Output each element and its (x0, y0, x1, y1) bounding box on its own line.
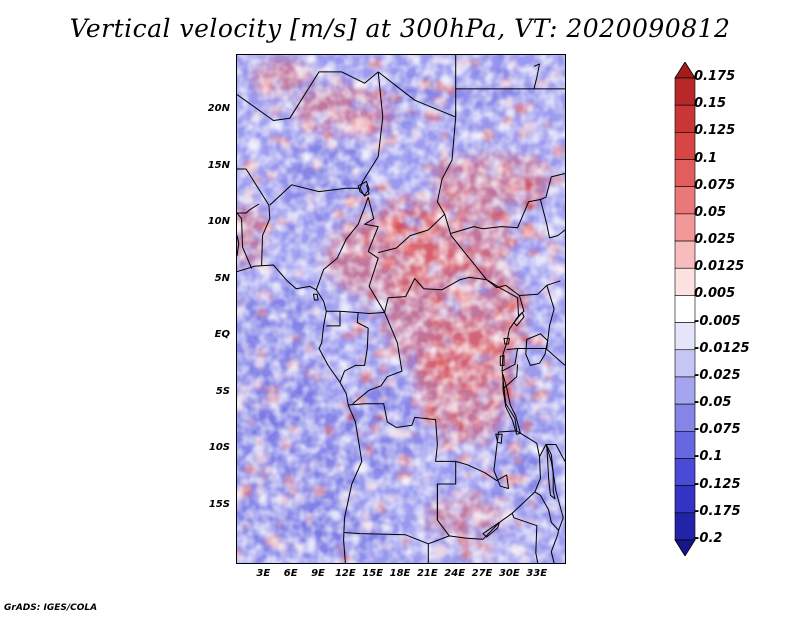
lat-label: 5N (214, 272, 230, 284)
colorbar-label: -0.005 (694, 313, 741, 329)
lat-label: 5S (215, 385, 230, 397)
colorbar-box (674, 322, 696, 351)
colorbar-box (674, 295, 696, 323)
lat-label: 15S (208, 498, 230, 510)
colorbar-label: -0.125 (694, 476, 741, 492)
colorbar-label: -0.1 (694, 449, 723, 465)
lon-label: 18E (389, 568, 411, 579)
colorbar-box (674, 213, 696, 242)
colorbar-label: 0.0125 (694, 259, 745, 275)
lat-label: 10N (207, 216, 230, 228)
colorbar-top-arrow (674, 62, 696, 79)
lat-label: 15N (207, 159, 230, 171)
lat-label: 10S (208, 442, 230, 454)
lon-label: 21E (416, 568, 438, 579)
colorbar-box (674, 458, 696, 486)
colorbar (674, 62, 696, 556)
colorbar-box (674, 430, 696, 459)
colorbar-label: 0.15 (694, 96, 727, 112)
colorbar-label: -0.025 (694, 367, 741, 383)
colorbar-label: 0.05 (694, 204, 727, 220)
map-panel (236, 54, 566, 564)
colorbar-box (674, 349, 696, 378)
colorbar-box (674, 159, 696, 188)
colorbar-box (674, 77, 696, 106)
colorbar-label: 0.1 (694, 150, 718, 166)
lon-label: 9E (311, 568, 325, 579)
colorbar-box (674, 485, 696, 514)
colorbar-box (674, 403, 696, 432)
lon-label: 30E (498, 568, 520, 579)
colorbar-label: 0.025 (694, 232, 736, 248)
colorbar-box (674, 267, 696, 296)
colorbar-label: -0.175 (694, 503, 741, 519)
lon-label: 33E (526, 568, 548, 579)
lon-label: 15E (362, 568, 384, 579)
lon-label: 3E (256, 568, 271, 579)
lon-label: 24E (444, 568, 466, 579)
chart-title: Vertical velocity [m/s] at 300hPa, VT: 2… (69, 14, 731, 43)
lon-label: 12E (334, 568, 356, 579)
colorbar-label: -0.0125 (694, 340, 750, 356)
colorbar-label: -0.075 (694, 422, 741, 438)
colorbar-box (674, 512, 696, 541)
colorbar-box (674, 186, 696, 215)
colorbar-box (674, 104, 696, 133)
grads-credit: GrADS: IGES/COLA (4, 603, 98, 613)
colorbar-label: 0.125 (694, 123, 736, 139)
colorbar-label: -0.05 (694, 395, 732, 411)
colorbar-label: 0.005 (694, 286, 736, 302)
lon-label: 6E (283, 568, 298, 579)
colorbar-box (674, 240, 696, 269)
colorbar-box (674, 132, 696, 160)
colorbar-box (674, 376, 696, 405)
lat-label: 20N (207, 103, 230, 115)
lat-label: EQ (214, 329, 230, 341)
country-borders (237, 55, 565, 563)
colorbar-label: 0.075 (694, 177, 736, 193)
colorbar-bottom-arrow (674, 539, 696, 556)
lon-label: 27E (471, 568, 493, 579)
field-texture (237, 55, 565, 563)
colorbar-label: -0.2 (694, 531, 723, 546)
vertical-velocity-map (237, 55, 565, 563)
colorbar-label: 0.175 (694, 69, 736, 84)
